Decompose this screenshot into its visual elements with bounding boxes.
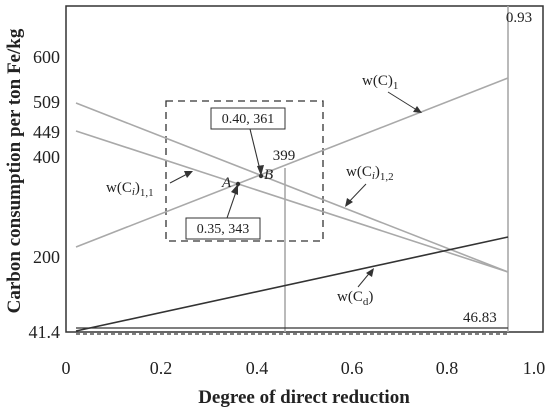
x-tick-label: 0.2 [150, 358, 173, 378]
series-label-c1-main: w(C) [362, 73, 393, 89]
series-label-cd-arrowhead [366, 268, 374, 277]
y-axis-title: Carbon consumption per ton Fe/kg [4, 28, 25, 313]
series-label-cd-text: w(Cd) [337, 289, 373, 308]
series-line-ci11 [75, 102, 509, 273]
series-label-c1-pointer [387, 91, 421, 113]
series-label-ci12-close: ) [375, 164, 380, 180]
y-tick-label: 41.4 [29, 322, 61, 342]
series-label-ci11-close: ) [135, 180, 140, 196]
series-label-ci12-arrowhead [345, 198, 353, 207]
series-label-ci11-main: w(C [106, 180, 132, 196]
y-tick-label: 600 [33, 47, 60, 67]
y-tick-label: 400 [33, 147, 60, 167]
series-line-ci12 [75, 130, 509, 273]
series-label-ci11-text: w(Ci)1,1 [106, 180, 154, 199]
x-tick-label: 0 [62, 358, 71, 378]
callout-box-a [185, 217, 261, 240]
series-label-cd-main: w(C [337, 289, 363, 305]
x-tick-labels: 0 0.2 0.4 0.6 0.8 1.0 [62, 358, 546, 378]
y-tick-label: 200 [33, 247, 60, 267]
series-line-cd [75, 236, 509, 332]
series-label-ci12-text: w(Ci)1,2 [346, 164, 394, 183]
x-tick-label: 0.6 [341, 358, 364, 378]
series-label-cd: w(Cd) [337, 268, 374, 308]
y-tick-labels: 41.4 200 400 449 509 600 [29, 47, 61, 342]
series-label-ci12-it: i [372, 170, 375, 182]
series-label-ci12: w(Ci)1,2 [345, 164, 394, 207]
series-label-ci11-it: i [132, 186, 135, 198]
callout-box-b [210, 107, 286, 130]
callout-label-b: 0.40, 361 [222, 112, 275, 127]
x-tick-label: 0.8 [436, 358, 459, 378]
callout-arrowhead-b [257, 165, 264, 176]
point-b-label: B [264, 167, 273, 183]
series-label-cd-sub: d [363, 296, 369, 308]
point-a-label: A [221, 175, 232, 191]
series-label-ci12-main: w(C [346, 164, 372, 180]
series-label-ci11-sub: 1,1 [140, 187, 154, 199]
annot-4683: 46.83 [463, 310, 497, 326]
callout-arrowhead-a [231, 184, 238, 195]
y-tick-label: 449 [33, 122, 60, 142]
y-tick-label: 509 [33, 92, 60, 112]
series-label-ci11-arrowhead [184, 171, 193, 178]
series-line-c1 [75, 77, 509, 248]
series-label-c1-sub: 1 [393, 80, 399, 92]
series-label-ci12-sub: 1,2 [380, 171, 394, 183]
callout-label-a: 0.35, 343 [197, 222, 250, 237]
series-label-cd-close: ) [368, 289, 373, 305]
series-label-c1-arrowhead [413, 106, 422, 113]
annot-399: 399 [273, 148, 296, 164]
series-label-ci11: w(Ci)1,1 [106, 171, 193, 199]
zoom-box [165, 100, 324, 242]
x-tick-label: 1.0 [523, 358, 546, 378]
plot-frame [65, 5, 544, 333]
series-label-c1: w(C)1 [362, 73, 422, 113]
series-label-c1-text: w(C)1 [362, 73, 398, 92]
x-axis-title: Degree of direct reduction [198, 387, 410, 408]
annot-093: 0.93 [506, 10, 532, 26]
x-tick-label: 0.4 [246, 358, 269, 378]
